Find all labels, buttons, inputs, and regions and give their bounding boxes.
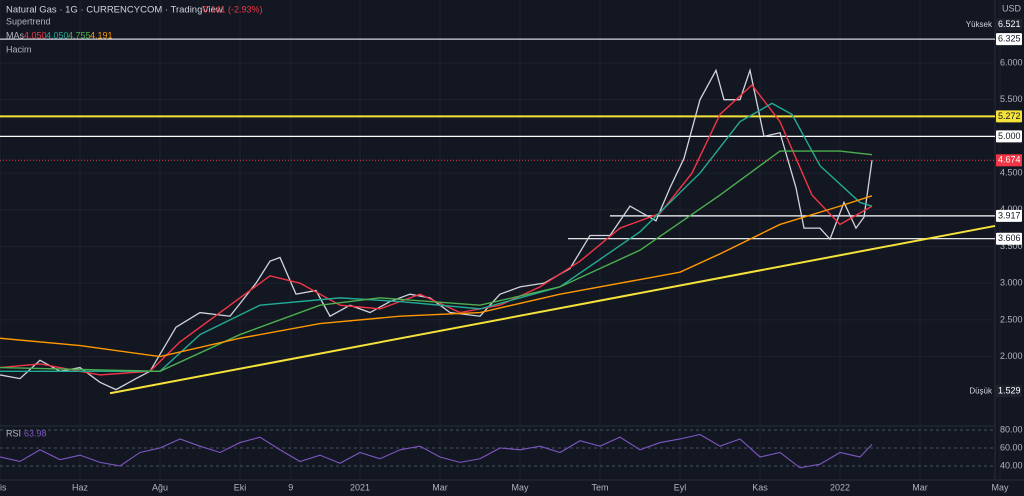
rsi-title: RSI [6, 428, 21, 438]
low-bg [996, 385, 1022, 398]
y-tick-label: 3.500 [1000, 241, 1023, 251]
level-label-bg [996, 130, 1022, 143]
y-tick-label: 4.000 [1000, 204, 1023, 214]
low-label: 1.529 [998, 386, 1021, 396]
ma-line [0, 102, 873, 372]
plot [0, 0, 1001, 480]
x-tick-label: 2021 [350, 482, 370, 492]
currency: USD [1002, 3, 1022, 13]
level-label: 6.325 [998, 33, 1021, 43]
level-label-bg [996, 209, 1022, 222]
level-label: 5.272 [998, 111, 1021, 121]
indicator: Supertrend [6, 16, 51, 26]
ma-value: 4.191 [90, 30, 113, 40]
x-tick-label: 9 [288, 482, 293, 492]
level-label-bg [996, 110, 1022, 123]
trendline [109, 224, 996, 395]
high-label: 6.521 [998, 19, 1021, 29]
x-tick-label: Nis [0, 482, 7, 492]
y-tick-label: 2.000 [1000, 351, 1023, 361]
rsi-tick-label: 60.00 [1000, 442, 1023, 452]
x-tick-label: Mar [432, 482, 448, 492]
y-tick-label: 2.500 [1000, 314, 1023, 324]
y-tick-label: 4.500 [1000, 167, 1023, 177]
ma-value: 4.755 [68, 30, 91, 40]
rsi-tick-label: 40.00 [1000, 460, 1023, 470]
last-price-bg [996, 154, 1022, 167]
y-tick-label: 5.500 [1000, 94, 1023, 104]
x-tick-label: Ağu [152, 482, 168, 492]
y-tick-label: 3.000 [1000, 278, 1023, 288]
x-tick-label: Mar [912, 482, 928, 492]
rsi-line [0, 433, 873, 469]
x-tick-label: Eki [234, 482, 247, 492]
x-tick-label: Eyl [674, 482, 687, 492]
change: -0.141 (-2.93%) [200, 4, 263, 14]
level-label-bg [996, 232, 1022, 245]
level-label-bg [996, 33, 1022, 46]
low-name: Düşük [969, 386, 993, 395]
last-price-label: 4.674 [998, 155, 1021, 165]
ma-value: 4.050 [46, 30, 69, 40]
indicator: Hacim [6, 44, 32, 54]
ma-line [0, 195, 873, 358]
title: Natural Gas · 1G · CURRENCYCOM · Trading… [6, 5, 223, 16]
x-tick-label: May [991, 482, 1009, 492]
rsi-tick-label: 80.00 [1000, 424, 1023, 434]
x-tick-label: Tem [591, 482, 608, 492]
high-bg [996, 18, 1022, 31]
x-tick-label: Haz [72, 482, 89, 492]
x-tick-label: 2022 [830, 482, 850, 492]
level-label: 3.917 [998, 210, 1021, 220]
x-tick-label: Kas [752, 482, 768, 492]
ma-value: 4.050 [24, 30, 47, 40]
price-line [0, 67, 873, 391]
rsi-value: 63.98 [24, 428, 47, 438]
y-tick-label: 6.000 [1000, 57, 1023, 67]
level-label: 3.606 [998, 233, 1021, 243]
x-tick-label: May [511, 482, 529, 492]
level-label: 5.000 [998, 131, 1021, 141]
high-name: Yüksek [966, 20, 993, 29]
indicator: MAs [6, 30, 25, 40]
